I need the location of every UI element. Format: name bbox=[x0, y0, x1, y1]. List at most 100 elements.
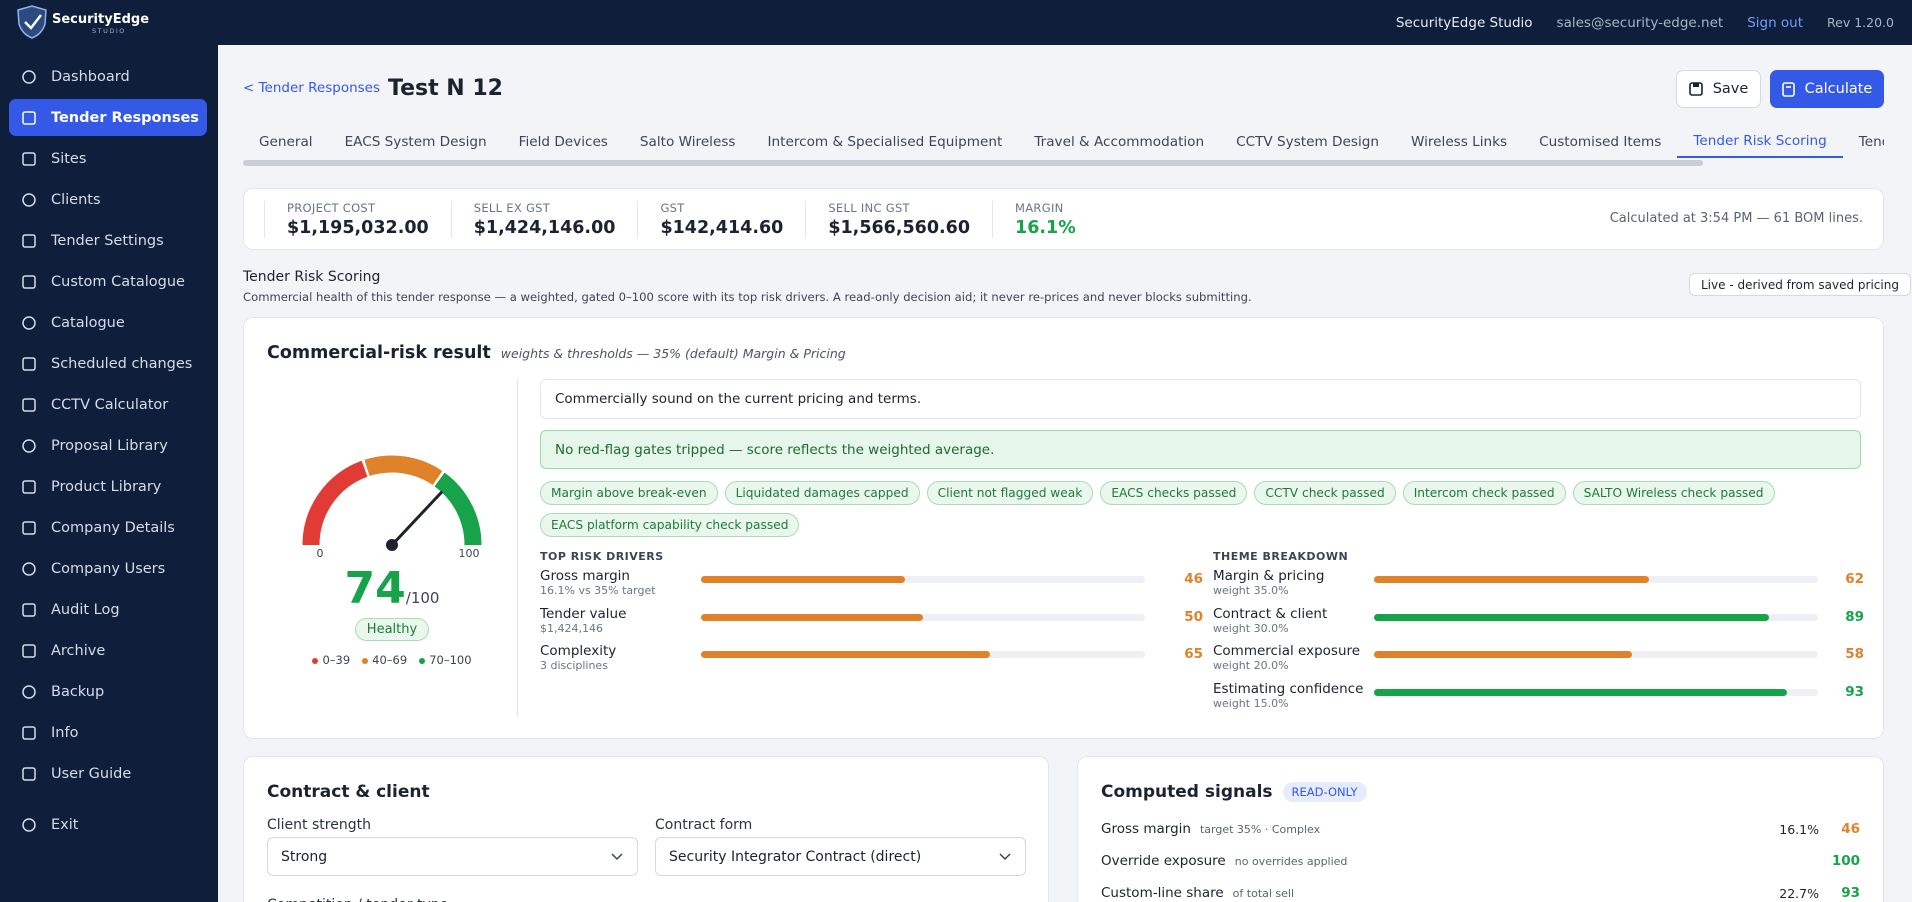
nav-item[interactable]: Product Library bbox=[9, 468, 207, 505]
icon-shape bbox=[22, 233, 36, 248]
nav-icon bbox=[22, 561, 36, 576]
item-label: Tender value $1,424,146 bbox=[540, 606, 626, 635]
tab[interactable]: Tender Risk Scoring bbox=[1677, 126, 1843, 158]
nav-item[interactable]: Custom Catalogue bbox=[9, 263, 207, 300]
signals-card: Computed signals READ-ONLY Gross margin t… bbox=[1077, 756, 1884, 902]
nav-label: Company Details bbox=[51, 519, 175, 536]
item-label: Commercial exposure weight 20.0% bbox=[1213, 643, 1360, 672]
nav-label: Catalogue bbox=[51, 314, 125, 331]
nav-item[interactable]: Proposal Library bbox=[9, 427, 207, 464]
verdict: Commercially sound on the current pricin… bbox=[540, 379, 1861, 419]
nav-item[interactable]: Tender Settings bbox=[9, 222, 207, 259]
chevron bbox=[611, 853, 623, 861]
nav-item[interactable]: Catalogue bbox=[9, 304, 207, 341]
sidebar: Dashboard Tender Responses Sites Clients Ten… bbox=[0, 45, 218, 902]
item-label: Gross margin 16.1% vs 35% target bbox=[540, 568, 656, 597]
chevron-path bbox=[999, 853, 1011, 861]
chip: EACS checks passed bbox=[1100, 481, 1248, 505]
nav-label: Archive bbox=[51, 642, 106, 659]
nav-label: Audit Log bbox=[51, 601, 120, 618]
item-label: Contract & client weight 30.0% bbox=[1213, 606, 1327, 635]
select[interactable]: Security Integrator Contract (direct) bbox=[655, 837, 1026, 876]
tab[interactable]: Field Devices bbox=[518, 134, 608, 150]
nav-item[interactable]: User Guide bbox=[9, 755, 207, 792]
nav-item[interactable]: Backup bbox=[9, 673, 207, 710]
icon-shape bbox=[22, 602, 36, 617]
score-block: 74/100 bbox=[267, 563, 517, 614]
list-heading: TOP RISK DRIVERS bbox=[540, 550, 664, 563]
studio-name: SecurityEdge Studio bbox=[1395, 14, 1533, 31]
save-button[interactable]: Save bbox=[1676, 70, 1761, 108]
result-subtitle: weights & thresholds — 35% (default) Mar… bbox=[500, 346, 846, 361]
tab[interactable]: Wireless Links bbox=[1410, 134, 1508, 150]
icon-shape bbox=[22, 438, 36, 453]
select[interactable]: Strong bbox=[267, 837, 638, 876]
nav-label: CCTV Calculator bbox=[51, 396, 169, 413]
result-card: Commercial-risk result weights & thresho… bbox=[243, 317, 1884, 739]
chip: Intercom check passed bbox=[1402, 481, 1566, 505]
page-title: Test N 12 bbox=[388, 76, 503, 101]
legend-label: 40–69 bbox=[372, 653, 408, 667]
signal-name: Override exposure bbox=[1101, 853, 1226, 869]
back-link[interactable]: < Tender Responses bbox=[243, 80, 381, 96]
item-detail: weight 20.0% bbox=[1213, 659, 1289, 672]
nav-item[interactable]: Company Details bbox=[9, 509, 207, 546]
legend-item: 40–69 bbox=[362, 653, 407, 667]
tab[interactable]: EACS System Design bbox=[344, 134, 487, 150]
nav-icon bbox=[22, 520, 36, 535]
summary-value: $1,424,146.00 bbox=[473, 217, 616, 238]
contract-card: Contract & client Client strength Strong C… bbox=[243, 756, 1049, 902]
contract-title: Contract & client bbox=[267, 782, 430, 802]
brand-sub: STUDIO bbox=[92, 27, 126, 35]
gates-note: No red-flag gates tripped — score reflec… bbox=[540, 430, 1861, 469]
icon-shape bbox=[22, 643, 36, 658]
item-detail: 3 disciplines bbox=[540, 659, 608, 672]
chip: SALTO Wireless check passed bbox=[1572, 481, 1775, 505]
nav-icon bbox=[22, 397, 36, 412]
status-wrap: Healthy bbox=[267, 618, 517, 641]
result-title: Commercial-risk result bbox=[267, 343, 491, 363]
signal-name: Gross margin bbox=[1101, 821, 1191, 837]
tab[interactable]: CCTV System Design bbox=[1236, 134, 1379, 150]
icon-shape bbox=[22, 520, 36, 535]
summary-item: GST $142,414.60 bbox=[637, 200, 805, 238]
chip: EACS platform capability check passed bbox=[540, 513, 800, 537]
nav-item[interactable]: Tender Responses bbox=[9, 99, 207, 136]
gauge: 0 100 bbox=[302, 455, 482, 560]
nav-item[interactable]: Scheduled changes bbox=[9, 345, 207, 382]
tab[interactable]: Travel & Accommodation bbox=[1034, 134, 1205, 150]
signal-score: 93 bbox=[1841, 885, 1860, 901]
nav-icon bbox=[22, 602, 36, 617]
nav-item[interactable]: Archive bbox=[9, 632, 207, 669]
summary-card: Calculated at 3:54 PM — 61 BOM lines. PR… bbox=[243, 188, 1884, 250]
tab[interactable]: General bbox=[259, 134, 313, 150]
chip: Client not flagged weak bbox=[926, 481, 1094, 505]
brand: SecurityEdge bbox=[52, 12, 149, 27]
bar-score: 50 bbox=[1184, 608, 1203, 625]
nav-item[interactable]: CCTV Calculator bbox=[9, 386, 207, 423]
sign-out[interactable]: Sign out bbox=[1747, 14, 1804, 31]
nav-icon bbox=[22, 356, 36, 371]
nav-item[interactable]: Sites bbox=[9, 140, 207, 177]
tab[interactable]: Salto Wireless bbox=[639, 134, 736, 150]
summary-item: PROJECT COST $1,195,032.00 bbox=[264, 200, 451, 238]
nav-item[interactable]: Clients bbox=[9, 181, 207, 218]
nav-item[interactable]: Info bbox=[9, 714, 207, 751]
item-name: Margin & pricing bbox=[1213, 568, 1325, 584]
tab[interactable]: Customised Items bbox=[1539, 134, 1662, 150]
tab[interactable]: Intercom & Specialised Equipment bbox=[767, 134, 1003, 150]
select-value: Security Integrator Contract (direct) bbox=[669, 848, 922, 865]
nav-item[interactable]: Exit bbox=[9, 806, 207, 843]
theme-breakdown: THEME BREAKDOWN Margin & pricing weight 35… bbox=[1213, 550, 1864, 710]
calculate-button[interactable]: Calculate bbox=[1770, 70, 1884, 108]
nav-item[interactable]: Company Users bbox=[9, 550, 207, 587]
nav-item[interactable]: Audit Log bbox=[9, 591, 207, 628]
summary-item: MARGIN 16.1% bbox=[992, 200, 1098, 238]
nav-item[interactable]: Dashboard bbox=[9, 58, 207, 95]
signal-label: Override exposure no overrides applied bbox=[1101, 853, 1347, 869]
tab[interactable]: Tender Overview bbox=[1858, 134, 1884, 150]
summary-label: MARGIN bbox=[1015, 200, 1064, 215]
bar-score: 62 bbox=[1845, 571, 1864, 587]
